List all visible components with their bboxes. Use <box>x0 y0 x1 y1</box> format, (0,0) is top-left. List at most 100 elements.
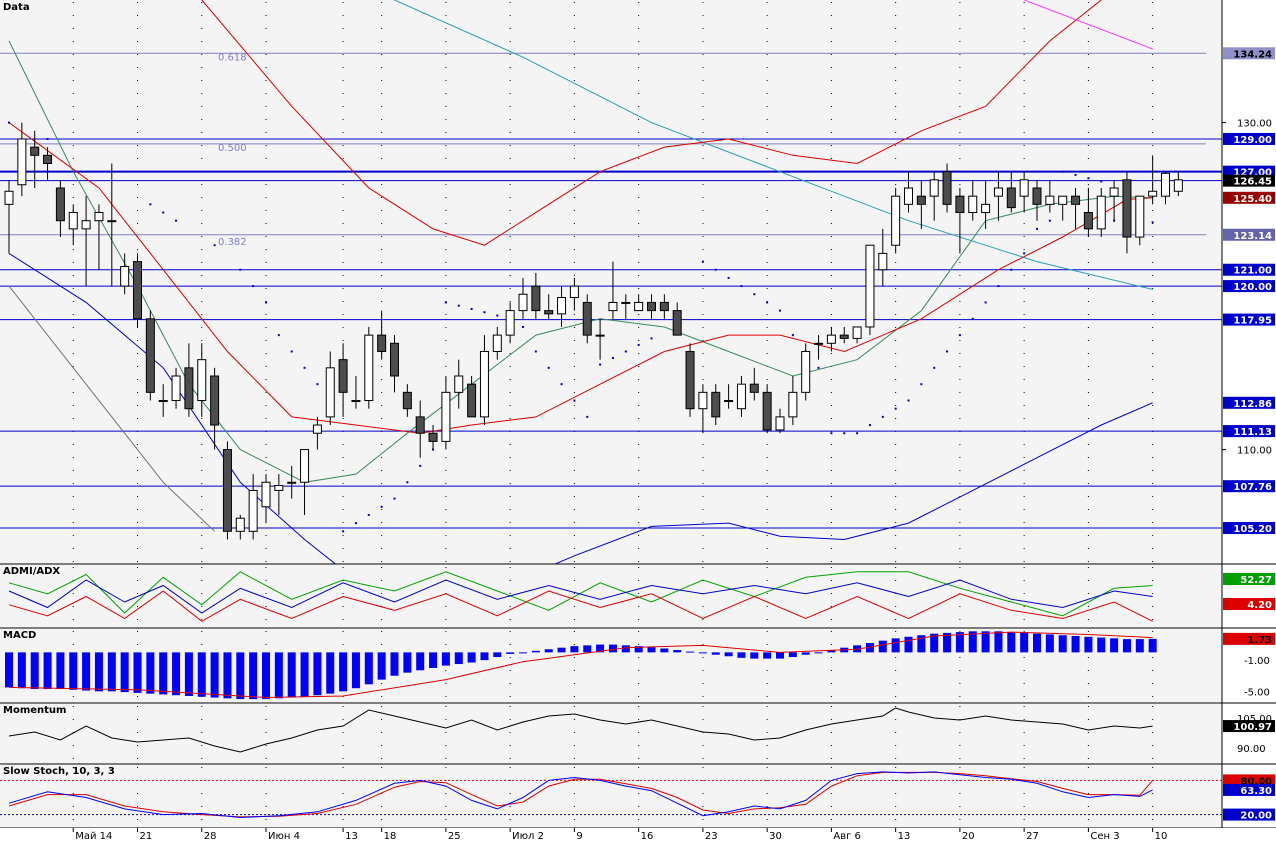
macd-bar <box>711 652 720 655</box>
macd-bar <box>146 652 155 694</box>
price-badge-label: 111.13 <box>1233 427 1272 438</box>
momentum-panel-title: Momentum <box>3 705 66 716</box>
sar-dot <box>496 314 499 317</box>
adx-panel-title: ADMI/ADX <box>3 566 60 577</box>
sar-dot <box>534 350 537 353</box>
fib-label: 0.500 <box>218 143 247 154</box>
sar-dot <box>843 432 846 435</box>
candle-up <box>364 334 374 402</box>
time-tick-label: 9 <box>576 831 582 842</box>
sar-dot <box>1023 252 1026 255</box>
sar-dot <box>380 505 383 508</box>
candle-up <box>505 310 515 336</box>
sar-dot <box>907 399 910 402</box>
candle-up <box>81 220 91 230</box>
price-badge-label: 121.00 <box>1233 266 1272 277</box>
candle-up <box>865 244 875 328</box>
candle-down <box>582 301 592 336</box>
candle-up <box>569 285 579 299</box>
stoch-badge <box>1223 808 1275 821</box>
sar-dot <box>1087 177 1090 180</box>
price-badge-label: 105.20 <box>1233 524 1272 535</box>
candle-up <box>235 517 245 532</box>
macd-bar <box>377 652 386 680</box>
macd-bar <box>184 652 193 696</box>
sar-dot <box>1048 219 1051 222</box>
sar-dot <box>46 137 49 140</box>
sar-dot <box>791 334 794 337</box>
candle-up <box>17 138 27 186</box>
time-tick-label: Сен 3 <box>1090 831 1119 842</box>
candle-up <box>4 190 14 205</box>
sar-dot <box>354 522 357 525</box>
sar-dot <box>367 513 370 516</box>
price-badge-label: 117.95 <box>1233 316 1272 327</box>
stoch-badge <box>1223 774 1275 787</box>
macd-bar <box>827 650 836 653</box>
macd-badge-label: 1.73 <box>1247 635 1272 646</box>
adx-red-line <box>8 590 1153 622</box>
candle-up <box>814 342 824 345</box>
candle-up <box>300 449 310 483</box>
price-badge-label: 125.40 <box>1233 194 1272 205</box>
macd-bar <box>429 652 438 668</box>
candle-up <box>634 301 644 312</box>
macd-bar <box>930 633 939 653</box>
sar-dot <box>727 276 730 279</box>
teal-moving-average <box>394 0 1153 290</box>
macd-bar <box>107 652 116 692</box>
price-badge <box>1223 313 1275 326</box>
adx-green-line <box>8 571 1153 617</box>
macd-bar <box>403 652 412 673</box>
candle-down <box>145 318 155 393</box>
candle-up <box>1173 179 1183 192</box>
macd-panel-title: MACD <box>3 630 36 641</box>
macd-bar <box>531 650 540 653</box>
main-panel-title: Data <box>3 2 30 13</box>
macd-bar <box>1122 639 1131 653</box>
macd-bar <box>904 636 913 653</box>
candle-up <box>454 375 464 393</box>
sar-dot <box>470 307 473 310</box>
candle-up <box>852 326 862 339</box>
candle-down <box>467 383 477 418</box>
sar-dot <box>1061 170 1064 173</box>
sar-dot <box>856 432 859 435</box>
sar-dot <box>290 350 293 353</box>
macd-bar <box>557 647 566 653</box>
sar-dot <box>779 309 781 312</box>
candle-up <box>1161 172 1170 197</box>
sar-dot <box>881 415 884 418</box>
candle-up <box>891 195 901 246</box>
macd-bar <box>364 652 373 685</box>
sar-dot <box>1074 173 1077 176</box>
adx-badge <box>1223 598 1275 610</box>
sar-dot <box>1100 180 1103 183</box>
sar-dot <box>933 366 936 369</box>
price-badge <box>1223 280 1275 293</box>
macd-bar <box>262 652 270 700</box>
macd-bar <box>621 645 630 653</box>
candle-up <box>698 391 708 410</box>
macd-bar <box>596 644 605 653</box>
sar-dot <box>997 285 1000 288</box>
candle-down <box>390 342 399 377</box>
stoch-badge-label: 80.00 <box>1240 776 1272 787</box>
candle-up <box>595 334 605 337</box>
price-badge <box>1223 228 1275 241</box>
candle-up <box>120 265 130 287</box>
candle-down <box>184 367 194 410</box>
macd-bar <box>480 652 489 661</box>
sar-dot <box>958 334 961 337</box>
macd-bar <box>416 652 425 671</box>
price-badge <box>1223 425 1275 438</box>
time-tick-label: Май 14 <box>75 831 112 842</box>
sar-dot <box>265 301 267 304</box>
macd-bar <box>274 652 283 699</box>
macd-bar <box>865 643 874 653</box>
time-tick-label: 28 <box>204 831 217 842</box>
stoch-badge-label: 20.00 <box>1240 811 1272 822</box>
sar-dot <box>920 383 923 386</box>
fib-label: 0.382 <box>218 237 247 248</box>
candle-up <box>1096 195 1106 230</box>
